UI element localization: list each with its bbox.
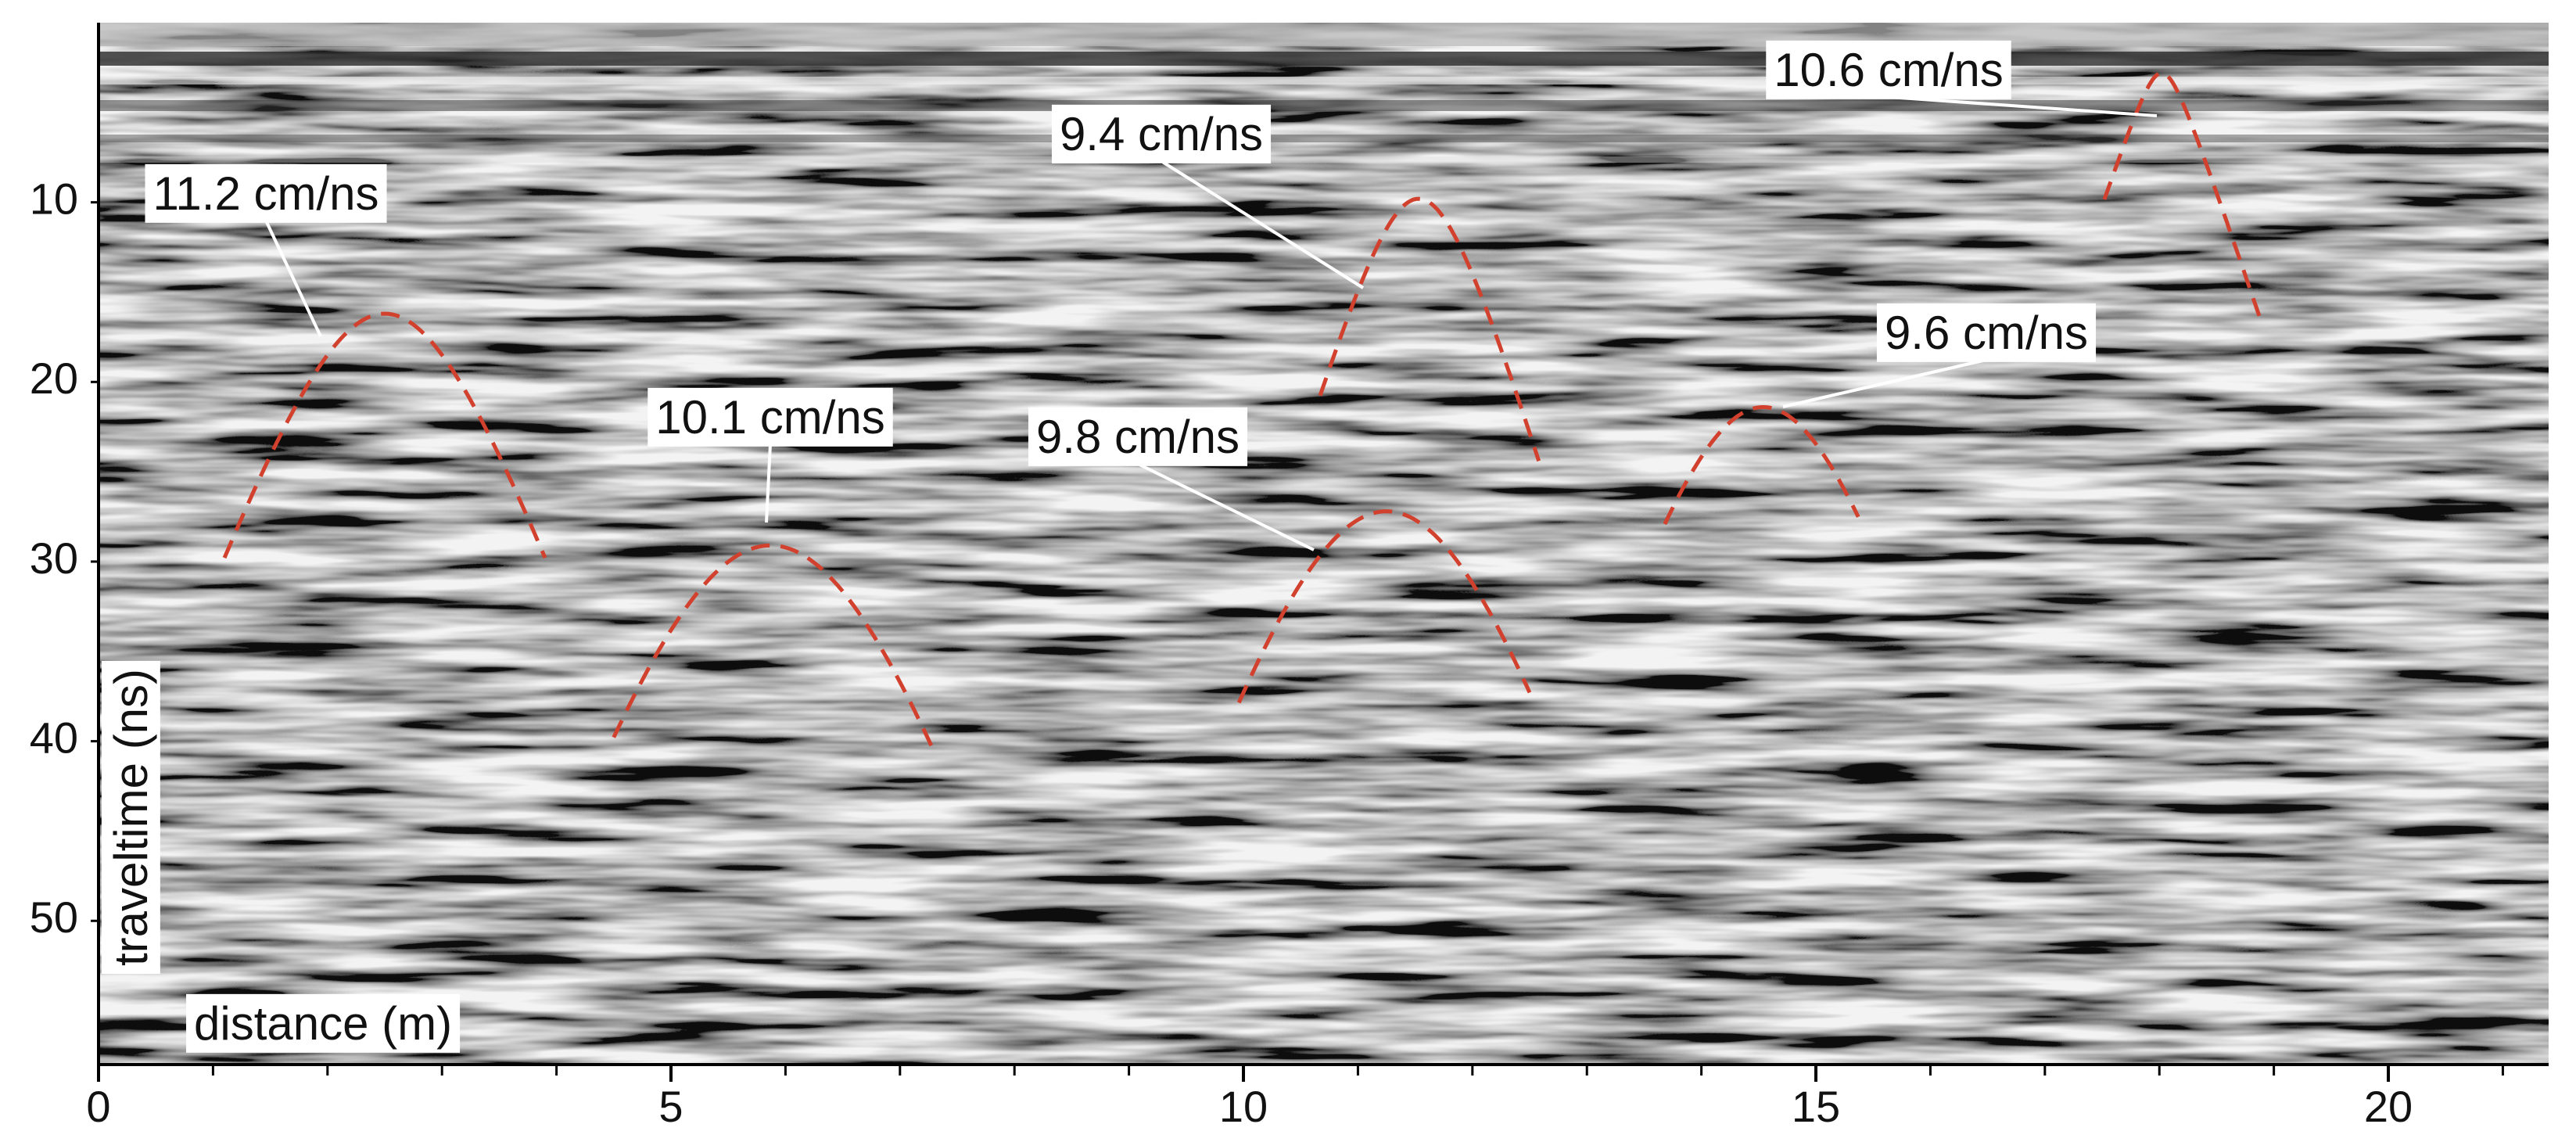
x-tick-label: 5 bbox=[658, 1082, 683, 1131]
velocity-label-box bbox=[1876, 303, 2097, 362]
velocity-label: 9.8 cm/ns bbox=[1036, 411, 1240, 463]
velocity-label-group: 11.2 cm/ns bbox=[145, 163, 387, 223]
velocity-label-box bbox=[648, 387, 893, 447]
velocity-label-box bbox=[145, 163, 387, 223]
velocity-label: 9.6 cm/ns bbox=[1885, 307, 2088, 359]
x-tick-label: 20 bbox=[2364, 1082, 2413, 1131]
velocity-label-box bbox=[1051, 104, 1272, 163]
velocity-label-group: 9.8 cm/ns bbox=[1028, 407, 1248, 466]
leader-line bbox=[1160, 160, 1365, 289]
hyperbola-fit bbox=[1318, 196, 1541, 462]
x-tick-label: 0 bbox=[86, 1082, 110, 1131]
velocity-label-box bbox=[1028, 407, 1248, 466]
x-axis-label-group: distance (m) bbox=[186, 993, 461, 1053]
x-tick-label: 15 bbox=[1792, 1082, 1840, 1131]
y-tick-label: 30 bbox=[30, 533, 78, 583]
y-tick-label: 40 bbox=[30, 713, 78, 762]
x-axis-label: distance (m) bbox=[194, 997, 452, 1050]
leader-line bbox=[765, 444, 772, 523]
leader-line bbox=[1888, 95, 2158, 117]
velocity-label-group: 10.1 cm/ns bbox=[648, 387, 893, 447]
velocity-label: 9.4 cm/ns bbox=[1060, 108, 1263, 160]
hyperbola-fit bbox=[1236, 509, 1532, 704]
y-tick-label: 20 bbox=[30, 354, 78, 403]
velocity-label-group: 10.6 cm/ns bbox=[1766, 40, 2011, 99]
hyperbola-fit bbox=[2102, 70, 2262, 320]
overlay: distance (m) traveltime (ns) 11.2 cm/ns 10.… bbox=[101, 40, 2262, 1053]
x-tick-label: 10 bbox=[1219, 1082, 1268, 1131]
radargram-image bbox=[99, 23, 2549, 1065]
velocity-label-group: 9.6 cm/ns bbox=[1876, 303, 2097, 362]
hyperbola-fit bbox=[1663, 405, 1860, 526]
y-axis-label-box bbox=[101, 660, 160, 975]
velocity-label: 10.1 cm/ns bbox=[655, 391, 884, 444]
velocity-label-group: 9.4 cm/ns bbox=[1051, 104, 1272, 163]
velocity-label: 11.2 cm/ns bbox=[152, 167, 379, 220]
x-axis-label-box bbox=[186, 993, 461, 1053]
velocity-label-box bbox=[1766, 40, 2011, 99]
leader-line bbox=[1782, 358, 1987, 408]
velocity-label: 10.6 cm/ns bbox=[1774, 44, 2003, 96]
leader-line bbox=[264, 220, 322, 337]
y-tick-label: 50 bbox=[30, 892, 78, 942]
y-tick-label: 10 bbox=[30, 174, 78, 223]
leader-line bbox=[1137, 462, 1315, 551]
y-axis-label-group: traveltime (ns) bbox=[101, 660, 160, 975]
hyperbola-fit bbox=[222, 311, 547, 559]
y-axis-label: traveltime (ns) bbox=[105, 669, 157, 966]
